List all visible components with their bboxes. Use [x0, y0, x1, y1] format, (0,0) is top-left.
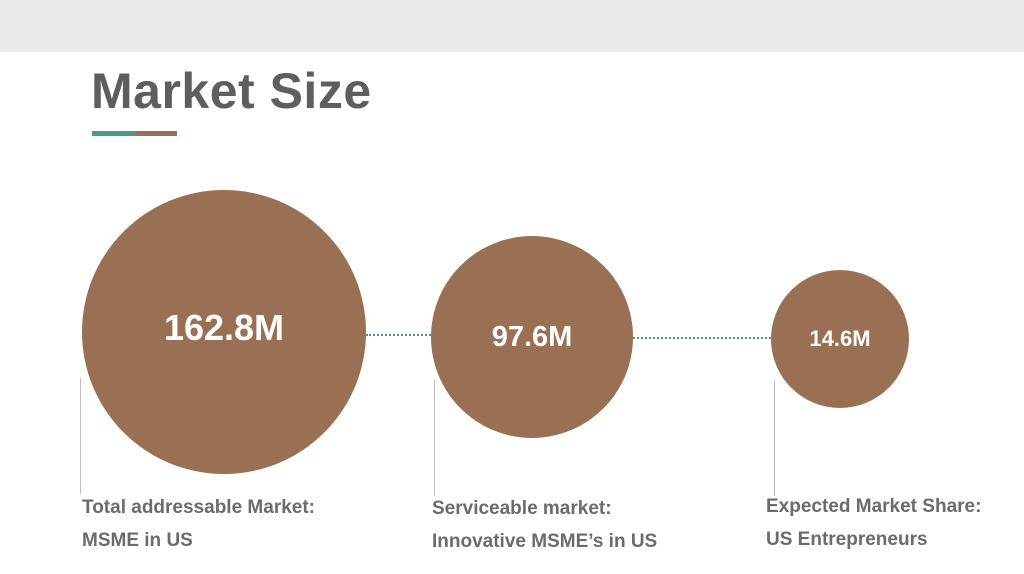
top-band	[0, 0, 1024, 52]
tam-label-line1: Total addressable Market:	[82, 497, 316, 518]
title-underline	[92, 131, 177, 136]
som-label: Expected Market Share: US Entrepreneurs	[766, 490, 981, 556]
sam-label-line1: Serviceable market:	[432, 498, 612, 519]
som-value: 14.6M	[809, 326, 871, 351]
tam-value: 162.8M	[163, 307, 285, 348]
sam-label: Serviceable market: Innovative MSME’s in…	[432, 492, 657, 558]
market-circle-som: 14.6M	[771, 270, 909, 408]
sam-value: 97.6M	[491, 320, 573, 353]
som-label-line1: Expected Market Share:	[766, 496, 982, 517]
sam-label-line2: Innovative MSME’s in US	[432, 531, 658, 552]
som-label-line2: US Entrepreneurs	[766, 529, 928, 550]
som-label-line	[774, 380, 775, 496]
market-circle-tam: 162.8M	[82, 190, 366, 474]
tam-label-line2: MSME in US	[82, 530, 193, 551]
sam-label-line	[434, 380, 435, 496]
underline-brown-segment	[136, 131, 177, 136]
slide-title: Market Size	[91, 63, 372, 119]
connector-1-2	[366, 334, 431, 336]
connector-2-3	[633, 337, 771, 339]
market-circle-sam: 97.6M	[431, 236, 633, 438]
tam-label-line	[80, 378, 81, 494]
underline-teal-segment	[92, 131, 136, 136]
tam-label: Total addressable Market: MSME in US	[82, 491, 315, 557]
